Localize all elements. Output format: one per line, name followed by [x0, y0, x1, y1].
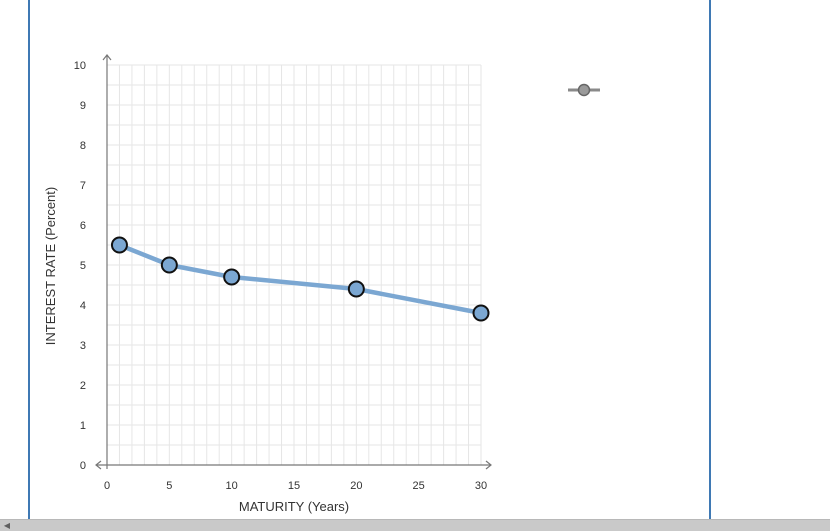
- line-tool-icon[interactable]: [568, 83, 600, 97]
- panel-right-border: [709, 0, 711, 519]
- yield-curve-chart: 0 5 10 15 20 25 30 0 1 2 3 4 5 6 7 8 9 10 MATURITY (Years…: [43, 54, 600, 514]
- y-axis-title: INTEREST RATE (Percent): [43, 187, 58, 345]
- x-tick-label: 20: [350, 480, 362, 492]
- x-tick-label: 30: [475, 480, 487, 492]
- x-axis-arrow-icon: [485, 460, 492, 470]
- chart-axes: [95, 54, 492, 470]
- chart-tick-labels: 0 5 10 15 20 25 30 0 1 2 3 4 5 6 7 8 9 10: [74, 60, 487, 492]
- y-tick-label: 0: [80, 460, 86, 472]
- panel-left-border: [28, 0, 30, 519]
- data-point: [160, 256, 178, 274]
- data-point: [347, 280, 365, 298]
- y-tick-label: 10: [74, 60, 86, 72]
- x-tick-label: 10: [226, 480, 238, 492]
- x-tick-label: 15: [288, 480, 300, 492]
- x-tick-label: 0: [104, 480, 110, 492]
- y-tick-label: 4: [80, 300, 86, 312]
- y-tick-label: 3: [80, 340, 86, 352]
- y-tick-label: 8: [80, 140, 86, 152]
- y-tick-label: 7: [80, 180, 86, 192]
- y-tick-label: 9: [80, 100, 86, 112]
- scroll-left-arrow-icon[interactable]: ◀: [3, 521, 11, 530]
- x-axis-title: MATURITY (Years): [239, 499, 349, 514]
- data-point: [472, 304, 490, 322]
- y-tick-label: 2: [80, 380, 86, 392]
- y-tick-label: 6: [80, 220, 86, 232]
- data-point: [223, 268, 241, 286]
- x-tick-label: 25: [413, 480, 425, 492]
- chart-series: [110, 236, 490, 322]
- x-axis-left-arrow-icon: [95, 460, 102, 470]
- x-tick-label: 5: [166, 480, 172, 492]
- y-tick-label: 5: [80, 260, 86, 272]
- series-line: [117, 242, 484, 316]
- y-axis-arrow-icon: [102, 54, 112, 61]
- horizontal-scrollbar[interactable]: ◀: [0, 519, 830, 531]
- y-tick-label: 1: [80, 420, 86, 432]
- data-point: [110, 236, 128, 254]
